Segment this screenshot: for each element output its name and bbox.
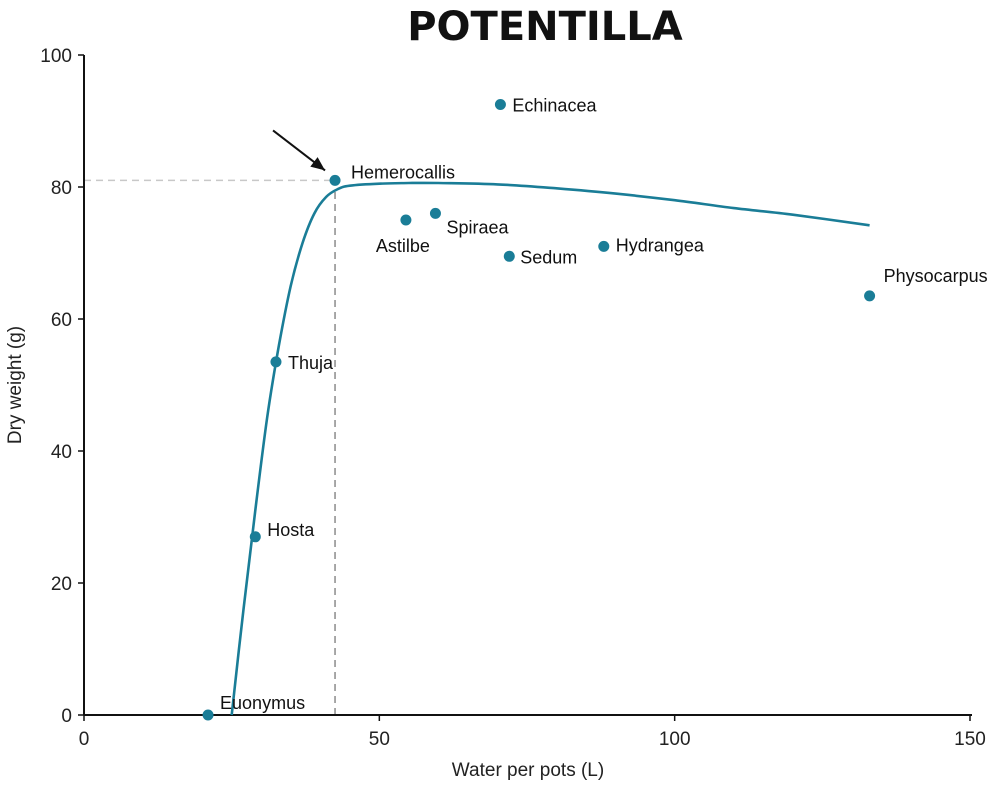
axes: 0 50 100 150 0 20 40 60 80 100	[40, 46, 986, 750]
point-echinacea: Echinacea	[494, 96, 597, 116]
point-marker	[598, 240, 610, 252]
y-tick-label: 40	[51, 442, 72, 463]
point-marker	[202, 709, 214, 721]
fit-curve-layer	[230, 181, 870, 716]
y-tick-label: 80	[51, 178, 72, 199]
point-label: Hydrangea	[616, 235, 705, 255]
point-label: Hosta	[267, 520, 315, 540]
point-astilbe: Astilbe	[376, 214, 430, 256]
point-sedum: Sedum	[503, 247, 577, 267]
point-marker	[429, 207, 441, 219]
optimum-reference-lines	[84, 179, 336, 715]
y-tick-label: 20	[51, 574, 72, 595]
point-marker	[400, 214, 412, 226]
y-axis-label: Dry weight (g)	[5, 326, 26, 444]
x-axis-label: Water per pots (L)	[452, 760, 604, 781]
point-spiraea: Spiraea	[429, 207, 509, 237]
x-tick-label: 0	[79, 729, 90, 750]
x-tick-label: 150	[954, 729, 986, 750]
point-label: Thuja	[288, 353, 334, 373]
chart-title: POTENTILLA	[407, 4, 683, 50]
point-hydrangea: Hydrangea	[598, 235, 705, 255]
point-label: Euonymus	[220, 693, 305, 713]
point-marker	[270, 356, 282, 368]
x-tick-label: 100	[659, 729, 691, 750]
optimum-arrow	[272, 129, 326, 172]
point-marker	[864, 290, 876, 302]
point-marker	[329, 174, 341, 186]
x-tick-label: 50	[369, 729, 390, 750]
fit-curve	[230, 181, 870, 716]
point-hemerocallis: Hemerocallis	[329, 162, 455, 186]
point-marker	[249, 531, 261, 543]
data-points: Euonymus Hosta Thuja Hemerocallis Astilbe Spi…	[202, 96, 988, 721]
point-label: Sedum	[520, 247, 577, 267]
point-hosta: Hosta	[249, 520, 315, 543]
point-marker	[503, 250, 515, 262]
point-label: Hemerocallis	[351, 162, 455, 182]
point-label: Physocarpus	[884, 266, 988, 286]
point-physocarpus: Physocarpus	[864, 266, 988, 302]
point-euonymus: Euonymus	[202, 693, 305, 721]
y-tick-label: 100	[40, 46, 72, 67]
y-tick-label: 60	[51, 310, 72, 331]
point-label: Spiraea	[446, 217, 509, 237]
y-tick-label: 0	[61, 706, 72, 727]
point-label: Echinacea	[512, 96, 597, 116]
point-thuja: Thuja	[270, 353, 334, 373]
point-label: Astilbe	[376, 236, 430, 256]
point-marker	[494, 99, 506, 110]
arrow-head	[310, 157, 325, 171]
